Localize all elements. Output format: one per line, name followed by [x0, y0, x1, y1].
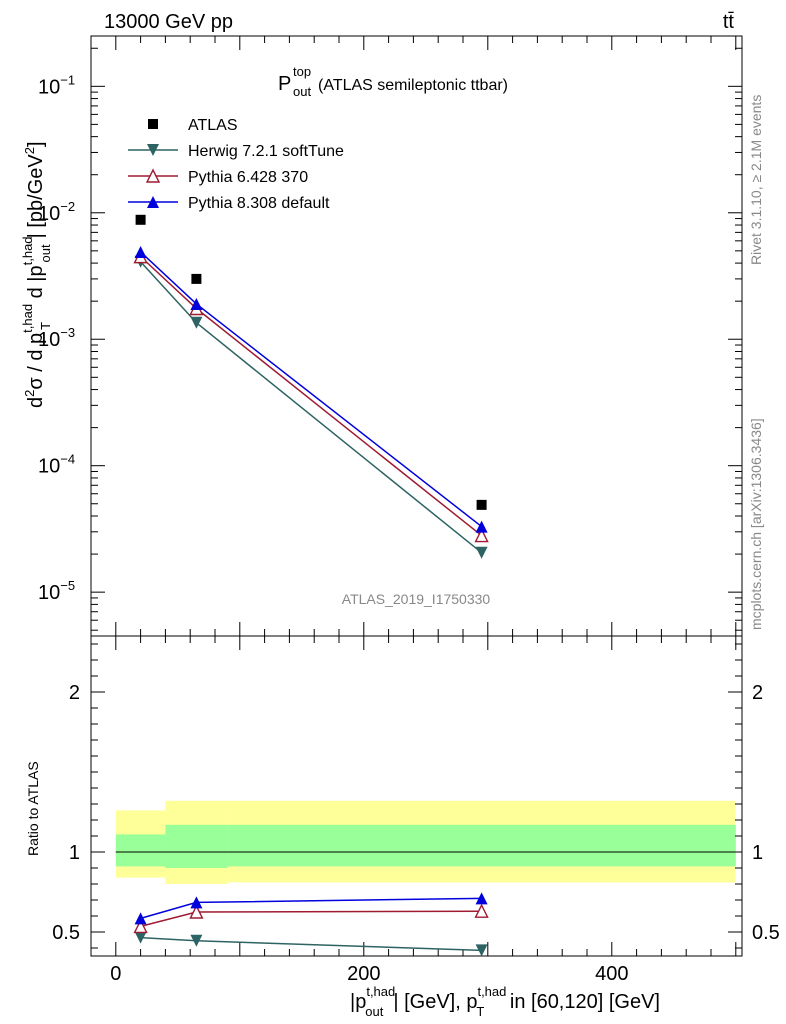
x-axis-label: |pt,had out | [GeV], pt,had T in [60,120] [… [350, 984, 660, 1019]
legend-label-2: Pythia 6.428 370 [188, 169, 308, 186]
ratio-y-tick-label-right: 1 [752, 842, 763, 864]
main-y-tick-label: 10−3 [38, 325, 75, 351]
main-y-axis-label: d2σ / d pt,had T d |pt,had out| [pb/GeV2] [20, 141, 53, 408]
ratio-point-1-1 [189, 904, 204, 919]
legend-marker-1 [147, 144, 159, 156]
ratio-panel-frame [90, 635, 743, 957]
title-superscript: top [293, 64, 311, 79]
ratio-point-1-2 [474, 903, 489, 918]
ratio-y-axis-label: Ratio to ATLAS [25, 761, 41, 856]
title-main: P [278, 73, 291, 95]
ratio-series-line-0 [140, 936, 482, 952]
tick-labels: 10−5 10−4 10−3 10−2 10−1 0 200 400 0.5 0.5 1 1 2 2 [38, 72, 780, 985]
rivet-label: Rivet 3.1.10, ≥ 2.1M events [748, 95, 764, 265]
main-series-line-2 [140, 256, 483, 537]
legend-label-1: Herwig 7.2.1 softTune [188, 143, 344, 160]
ratio-y-tick-label: 0.5 [52, 922, 80, 944]
main-point-0-2 [476, 499, 487, 510]
band-inner-0 [115, 834, 166, 867]
main-y-tick-label: 10−2 [38, 199, 75, 225]
main-point-3-0 [134, 245, 147, 258]
ratio-point-2-0 [134, 912, 147, 925]
energy-label: 13000 GeV pp [104, 11, 233, 33]
main-point-3-2 [475, 520, 488, 533]
ratio-point-2-2 [475, 892, 488, 905]
x-tick-label: 200 [347, 963, 380, 985]
ratio-y-tick-label: 1 [69, 842, 80, 864]
main-series-line-3 [140, 251, 483, 528]
main-point-2-2 [474, 528, 489, 543]
main-point-1-1 [190, 316, 203, 329]
title-subscript: out [293, 84, 311, 99]
ratio-point-0-1 [190, 934, 203, 947]
ratio-series-line-1 [140, 910, 482, 928]
legend-marker-3 [147, 196, 159, 208]
ratio-point-0-0 [134, 931, 147, 944]
x-tick-label: 400 [595, 963, 628, 985]
main-y-tick-label: 10−4 [38, 452, 75, 478]
main-point-0-0 [135, 214, 146, 225]
axis-ticks [91, 36, 742, 956]
main-series [133, 214, 489, 559]
ratio-y-tick-label-right: 2 [752, 682, 763, 704]
ratio-y-tick-label: 2 [69, 682, 80, 704]
main-point-3-1 [190, 297, 203, 310]
ratio-series [133, 892, 489, 957]
uncertainty-bands [115, 800, 736, 884]
main-point-0-1 [191, 273, 202, 284]
process-label: tt̄ [723, 11, 735, 33]
main-series-line-1 [140, 261, 483, 554]
ratio-point-2-1 [190, 896, 203, 909]
ratio-y-tick-label-right: 0.5 [752, 922, 780, 944]
plot-title: P top out (ATLAS semileptonic ttbar) [278, 64, 508, 99]
analysis-watermark: ATLAS_2019_I1750330 [342, 591, 491, 607]
ratio-point-1-0 [133, 918, 148, 934]
band-inner-1 [165, 824, 228, 868]
legend-marker-0 [148, 119, 158, 129]
x-tick-label: 0 [110, 963, 121, 985]
main-y-tick-label: 10−5 [38, 578, 75, 604]
legend: ATLAS Herwig 7.2.1 softTune Pythia 6.428 3… [128, 117, 344, 212]
title-rest: (ATLAS semileptonic ttbar) [318, 77, 508, 94]
legend-label-3: Pythia 8.308 default [188, 195, 330, 212]
ratio-point-0-2 [475, 944, 488, 957]
mcplots-label: mcplots.cern.ch [arXiv:1306.3436] [748, 418, 764, 630]
main-point-1-2 [475, 546, 488, 559]
legend-marker-2 [145, 168, 161, 183]
legend-label-0: ATLAS [188, 117, 238, 134]
main-y-tick-label: 10−1 [38, 72, 75, 98]
band-inner-2 [227, 824, 736, 867]
